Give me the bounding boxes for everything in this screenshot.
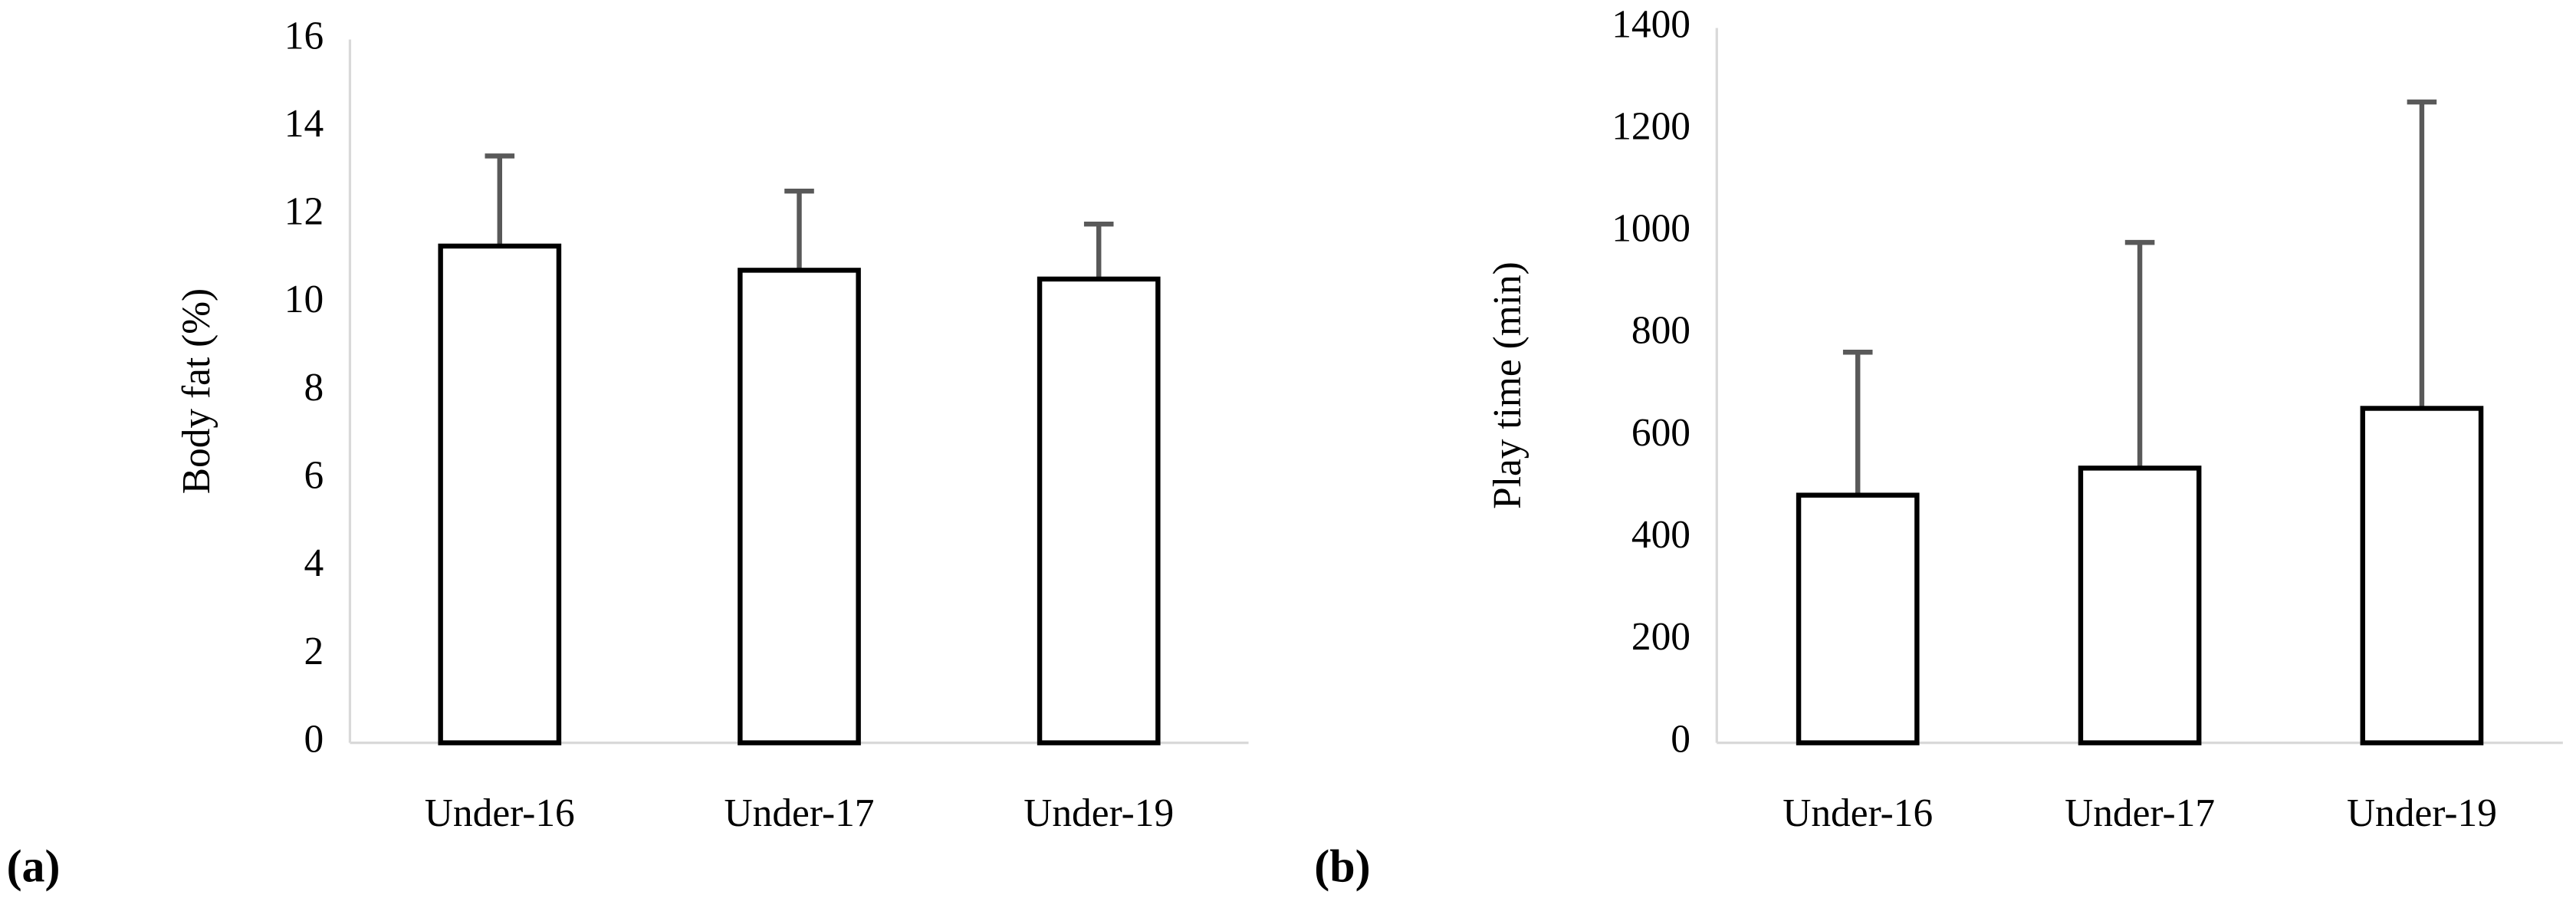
bar	[738, 268, 861, 745]
y-tick-label: 800	[1631, 309, 1691, 353]
y-tick-label: 6	[304, 453, 324, 497]
y-tick-label: 8	[304, 366, 324, 410]
bar	[2360, 406, 2484, 745]
x-tick-label: Under-17	[724, 791, 875, 835]
y-tick-label: 400	[1631, 513, 1691, 557]
bar	[438, 243, 562, 745]
y-tick-label: 16	[284, 14, 324, 58]
bar	[1037, 276, 1161, 745]
panel-label: (a)	[7, 841, 61, 892]
x-tick-label: Under-17	[2065, 791, 2215, 835]
y-tick-label: 0	[1671, 717, 1691, 761]
x-tick-label: Under-16	[425, 791, 575, 835]
y-tick-label: 12	[284, 190, 324, 234]
bar	[1796, 492, 1920, 745]
y-tick-label: 1000	[1612, 207, 1691, 251]
y-tick-label: 600	[1631, 411, 1691, 455]
y-tick-label: 14	[284, 102, 324, 146]
y-tick-label: 1200	[1612, 104, 1691, 148]
panel-label: (b)	[1314, 841, 1370, 892]
y-tick-label: 1400	[1612, 2, 1691, 46]
y-tick-label: 4	[304, 541, 324, 585]
x-tick-label: Under-19	[2347, 791, 2497, 835]
y-axis-label: Body fat (%)	[175, 288, 219, 494]
x-tick-label: Under-16	[1783, 791, 1933, 835]
y-axis-label: Play time (min)	[1486, 262, 1530, 509]
x-tick-label: Under-19	[1024, 791, 1174, 835]
y-tick-label: 2	[304, 630, 324, 673]
y-tick-label: 0	[304, 717, 324, 761]
bar	[2078, 466, 2202, 745]
y-tick-label: 10	[284, 278, 324, 321]
y-tick-label: 200	[1631, 615, 1691, 659]
